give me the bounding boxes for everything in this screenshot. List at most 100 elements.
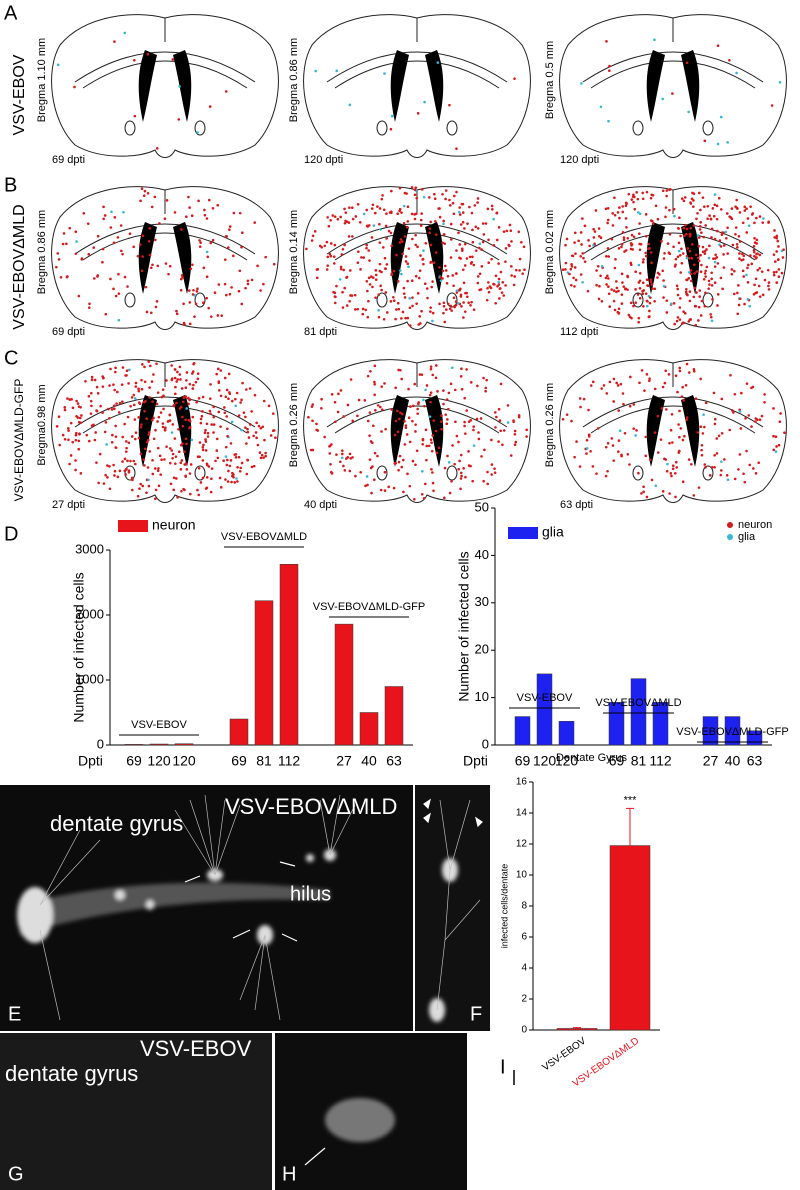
cell-dot [147, 360, 150, 363]
cell-dot [772, 273, 776, 277]
cell-dot [695, 217, 698, 221]
cell-dot [374, 408, 377, 412]
cell-dot [682, 199, 686, 203]
cell-dot [428, 196, 431, 199]
cell-dot [504, 247, 508, 250]
x-tick-label: 112 [649, 753, 672, 769]
cell-dot [383, 256, 387, 260]
cell-dot [127, 382, 130, 385]
cell-dot [74, 468, 77, 472]
cell-dot [209, 412, 212, 415]
cell-dot [651, 222, 655, 225]
cell-dot [116, 236, 120, 239]
cell-dot [393, 462, 397, 465]
cell-dot [108, 465, 111, 468]
cell-dot [362, 256, 366, 259]
cell-dot [650, 261, 653, 265]
cell-dot [757, 461, 760, 465]
cell-dot [463, 242, 467, 246]
cell-dot [476, 281, 480, 285]
cell-dot [688, 232, 692, 236]
cell-dot [390, 408, 393, 411]
cell-dot [197, 493, 201, 497]
cell-dot [376, 404, 380, 407]
cell-dot [121, 252, 124, 256]
cell-dot [434, 429, 438, 433]
cell-dot [745, 449, 748, 453]
x-tick-label: 27 [703, 753, 719, 769]
cell-dot [326, 264, 330, 267]
cell-dot [371, 276, 375, 279]
cell-dot [123, 31, 127, 35]
cell-dot [241, 381, 244, 385]
cell-dot [750, 425, 753, 428]
cell-dot [751, 212, 755, 215]
cell-dot [240, 302, 244, 306]
cell-dot [238, 469, 242, 473]
cell-dot [704, 269, 707, 273]
y-tick-label: 10 [516, 870, 528, 881]
cell-dot [332, 255, 336, 258]
bar [279, 564, 299, 746]
cell-dot [189, 267, 193, 271]
cell-dot [460, 202, 464, 206]
cell-dot [713, 203, 717, 207]
cell-dot [719, 473, 723, 477]
cell-dot [67, 438, 70, 442]
cell-dot [698, 289, 702, 292]
cell-dot [418, 315, 422, 318]
cell-dot [380, 288, 383, 292]
bar [724, 716, 741, 746]
cell-dot [458, 206, 462, 209]
cell-dot [615, 290, 618, 294]
cell-dot [412, 404, 415, 408]
cell-dot [197, 199, 200, 203]
cell-dot [624, 217, 628, 220]
cell-dot [155, 402, 159, 406]
cell-dot [460, 305, 463, 308]
cell-dot [404, 255, 408, 258]
cell-dot [641, 197, 645, 201]
cell-dot [192, 383, 195, 387]
cell-dot [446, 454, 449, 458]
cell-dot [253, 393, 257, 397]
cell-dot [496, 285, 499, 288]
cell-dot [400, 465, 404, 469]
cell-dot [210, 423, 214, 426]
cell-dot [247, 436, 251, 439]
cell-dot [143, 380, 147, 384]
cell-dot [681, 438, 685, 442]
cell-dot [678, 449, 681, 453]
cell-dot [329, 462, 332, 466]
cell-dot [703, 139, 707, 143]
cell-dot [501, 443, 504, 447]
cell-dot [372, 224, 376, 227]
cell-dot [260, 453, 264, 457]
cell-dot [741, 252, 744, 256]
cell-dot [445, 422, 449, 426]
cell-dot [699, 208, 702, 212]
cell-dot [685, 362, 689, 366]
cell-dot [205, 275, 209, 279]
cell-dot [730, 409, 734, 412]
cell-dot [698, 228, 702, 231]
cell-dot [373, 393, 376, 397]
cell-dot [607, 277, 610, 280]
legend-swatch [118, 520, 148, 532]
cell-dot [440, 420, 443, 423]
cell-dot [255, 436, 258, 440]
cell-dot [779, 412, 782, 415]
cell-dot [636, 293, 640, 296]
cell-dot [88, 302, 91, 306]
cell-dot [414, 463, 417, 467]
cell-dot [452, 296, 456, 300]
cell-dot [342, 268, 345, 272]
cell-dot [188, 206, 191, 209]
cell-dot [710, 319, 714, 323]
cell-dot [227, 397, 230, 401]
cell-dot [246, 459, 250, 462]
cell-dot [320, 407, 323, 410]
cell-dot [152, 437, 156, 441]
cell-dot [517, 230, 521, 234]
cell-dot [589, 384, 593, 387]
